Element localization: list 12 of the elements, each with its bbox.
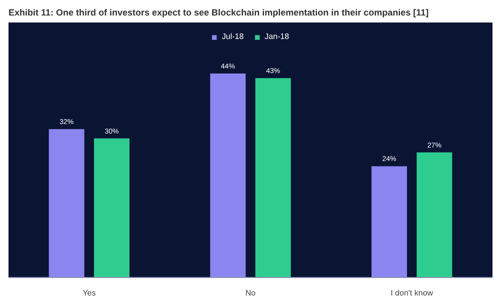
chart-title: Exhibit 11: One third of investors expect to see Blockchain implementation in their companies [11] — [8, 8, 429, 18]
bar — [372, 166, 407, 278]
legend-label: Jul-18 — [222, 32, 244, 41]
bar — [255, 78, 291, 278]
bar — [210, 74, 246, 278]
legend-label: Jan-18 — [264, 32, 290, 41]
bar — [416, 152, 452, 278]
bar — [94, 138, 130, 278]
x-tick-label: Yes — [82, 288, 96, 298]
x-tick-label: No — [245, 288, 256, 298]
x-tick-label: I don't know — [390, 288, 434, 298]
bar — [48, 129, 84, 278]
